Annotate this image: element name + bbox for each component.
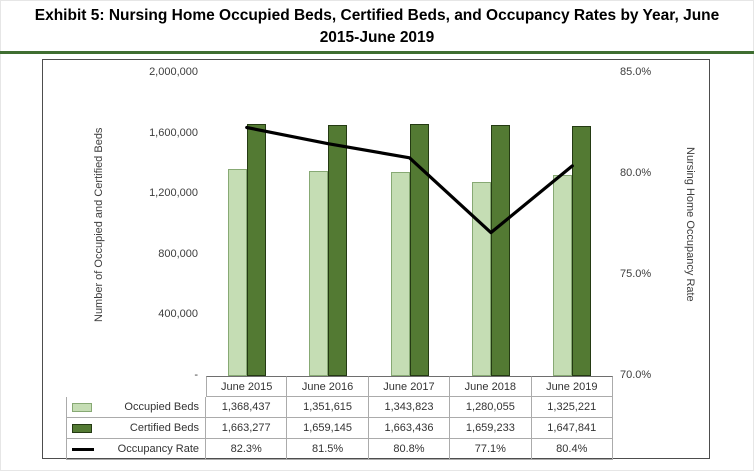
- table-row-occupied-beds: Occupied Beds 1,368,437 1,351,615 1,343,823…: [66, 397, 613, 418]
- legend-key-certified-beds: [72, 423, 92, 433]
- column-header-june-2018: June 2018: [450, 376, 532, 397]
- column-header-june-2017: June 2017: [368, 376, 451, 397]
- value-cell: 1,351,615: [287, 397, 369, 418]
- legend-key-occupied-beds: [72, 402, 92, 412]
- legend-label-occupancy-rate: Occupancy Rate: [66, 439, 206, 460]
- bars-layer: [206, 73, 613, 376]
- occupied-beds-bar: [309, 171, 329, 376]
- value-cell: 1,647,841: [531, 418, 613, 439]
- right-axis-tick-label: 70.0%: [620, 369, 652, 381]
- column-header-june-2019: June 2019: [531, 376, 613, 397]
- left-axis-tick-label: 1,200,000: [149, 187, 198, 200]
- right-axis-tick-label: 75.0%: [620, 268, 652, 280]
- legend-key-occupancy-rate: [72, 447, 94, 451]
- value-cell: 80.4%: [531, 439, 613, 460]
- right-axis-ticks: 85.0% 80.0% 75.0% 70.0%: [620, 60, 680, 460]
- left-axis-tick-label: 1,600,000: [149, 126, 198, 139]
- value-cell: 1,368,437: [206, 397, 288, 418]
- legend-label-occupied-beds: Occupied Beds: [66, 397, 206, 418]
- column-header-june-2015: June 2015: [206, 376, 288, 397]
- bar-group-june-2019: [532, 73, 613, 376]
- value-cell: 82.3%: [206, 439, 288, 460]
- bar-group-june-2015: [206, 73, 287, 376]
- left-axis-tick-label: -: [194, 369, 198, 381]
- right-axis-tick-label: 80.0%: [620, 167, 652, 179]
- right-axis-title: Nursing Home Occupancy Rate: [684, 147, 696, 302]
- title-divider: [0, 51, 754, 54]
- page-title: Exhibit 5: Nursing Home Occupied Beds, C…: [34, 7, 720, 47]
- bar-group-june-2017: [369, 73, 450, 376]
- table-row-certified-beds: Certified Beds 1,663,277 1,659,145 1,663,43…: [66, 418, 613, 439]
- occupied-beds-bar: [390, 172, 410, 376]
- value-cell: 1,343,823: [368, 397, 451, 418]
- bar-group-june-2016: [287, 73, 368, 376]
- table-row-occupancy-rate: Occupancy Rate 82.3% 81.5% 80.8% 77.1% 80.4%: [66, 439, 613, 460]
- occupancy-rate-polyline: [245, 125, 574, 235]
- certified-beds-bar: [246, 124, 266, 376]
- value-cell: 80.8%: [368, 439, 451, 460]
- left-axis-tick-label: 800,000: [158, 247, 198, 260]
- occupied-beds-bar: [471, 182, 491, 376]
- plot-area: [206, 73, 613, 376]
- right-axis-tick-label: 85.0%: [620, 66, 652, 78]
- left-axis-tick-label: 400,000: [158, 308, 198, 321]
- table-corner-cell: [66, 376, 206, 397]
- data-table: June 2015 June 2016 June 2017 June 2018 June…: [66, 376, 613, 460]
- value-cell: 1,659,145: [287, 418, 369, 439]
- value-cell: 1,280,055: [450, 397, 532, 418]
- legend-text-occupied-beds: Occupied Beds: [124, 401, 199, 413]
- left-axis-tick-label: 2,000,000: [149, 66, 198, 78]
- value-cell: 1,659,233: [450, 418, 532, 439]
- certified-beds-bar: [490, 124, 510, 376]
- table-header-row: June 2015 June 2016 June 2017 June 2018 June…: [66, 376, 613, 397]
- certified-beds-bar: [328, 124, 348, 376]
- certified-beds-bar: [409, 124, 429, 376]
- value-cell: 81.5%: [287, 439, 369, 460]
- occupied-beds-bar: [227, 168, 247, 376]
- certified-beds-bar: [572, 126, 592, 376]
- value-cell: 77.1%: [450, 439, 532, 460]
- value-cell: 1,663,436: [368, 418, 451, 439]
- legend-text-occupancy-rate: Occupancy Rate: [117, 443, 199, 455]
- value-cell: 1,325,221: [531, 397, 613, 418]
- chart-frame: Number of Occupied and Certified Beds Nu…: [42, 59, 710, 460]
- occupancy-rate-line: [245, 125, 574, 235]
- legend-label-certified-beds: Certified Beds: [66, 418, 206, 439]
- legend-text-certified-beds: Certified Beds: [129, 422, 199, 434]
- column-header-june-2016: June 2016: [287, 376, 369, 397]
- left-axis-ticks: 2,000,000 1,600,000 1,200,000 800,000 400,00…: [43, 60, 198, 460]
- value-cell: 1,663,277: [206, 418, 288, 439]
- bar-group-june-2018: [450, 73, 531, 376]
